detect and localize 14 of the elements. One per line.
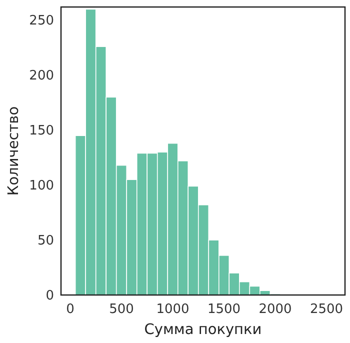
- y-tick-label: 150: [29, 124, 54, 139]
- y-tick-label: 200: [29, 68, 54, 84]
- x-axis-title: Сумма покупки: [144, 322, 262, 338]
- y-axis-title: Количество: [6, 106, 22, 196]
- x-tick-label: 500: [109, 302, 134, 317]
- x-tick-label: 0: [66, 302, 74, 317]
- y-tick-label: 50: [37, 234, 54, 249]
- y-tick-label: 0: [46, 288, 54, 304]
- x-tick-label: 2500: [310, 302, 344, 317]
- x-tick-label: 1500: [207, 302, 241, 317]
- y-tick-label: 250: [29, 14, 54, 29]
- x-tick-label: 1000: [156, 302, 190, 317]
- x-tick-label: 2000: [258, 302, 292, 317]
- y-tick-label: 100: [29, 178, 54, 194]
